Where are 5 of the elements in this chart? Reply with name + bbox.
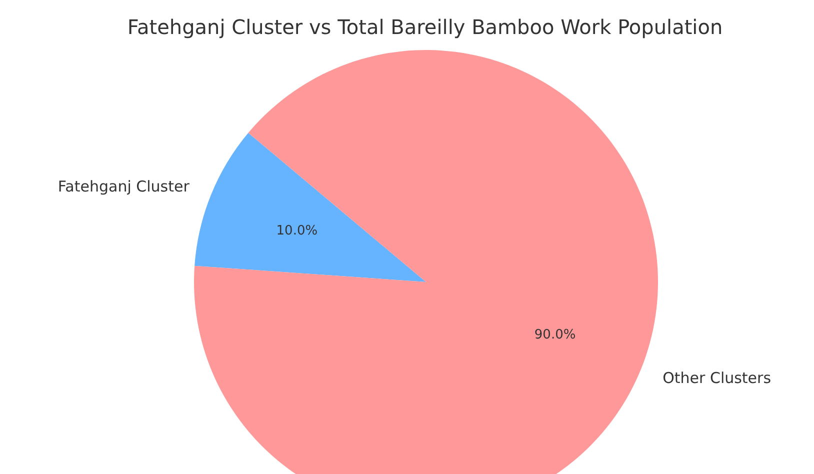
data-label: 90.0% bbox=[534, 328, 576, 343]
slice-label: Fatehganj Cluster bbox=[58, 178, 190, 196]
chart-title: Fatehganj Cluster vs Total Bareilly Bamboo Work Population bbox=[127, 15, 723, 39]
slice-label: Other Clusters bbox=[662, 368, 772, 387]
data-label: 10.0% bbox=[276, 223, 318, 238]
